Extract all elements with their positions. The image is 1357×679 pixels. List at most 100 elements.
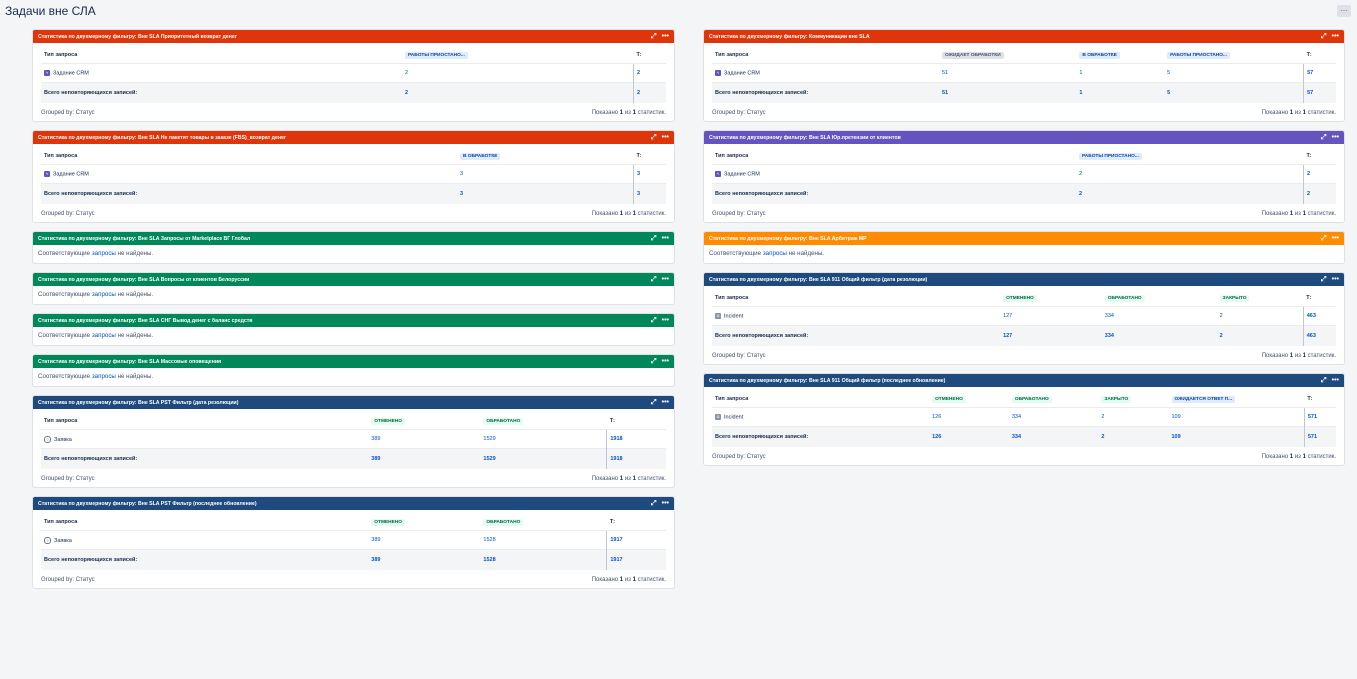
crm-icon: ϟ <box>715 69 721 76</box>
more-icon[interactable]: ••• <box>661 235 669 242</box>
expand-icon[interactable]: ⤢ <box>1321 33 1327 40</box>
cell-link[interactable]: 2 <box>1079 171 1083 177</box>
shown-count: Показано 1 из 1 статистик. <box>591 577 666 583</box>
cell-link[interactable]: 1528 <box>483 537 496 543</box>
expand-icon[interactable]: ⤢ <box>651 399 657 406</box>
expand-icon[interactable]: ⤢ <box>651 33 657 40</box>
expand-icon[interactable]: ⤢ <box>1321 377 1327 384</box>
total-cell-link[interactable]: 2 <box>405 90 409 96</box>
expand-icon[interactable]: ⤢ <box>651 235 657 242</box>
total-cell-link[interactable]: 5 <box>1167 90 1171 96</box>
cell-link[interactable]: 389 <box>371 537 381 543</box>
shown-count: Показано 1 из 1 статистик. <box>1261 110 1336 116</box>
total-cell-link[interactable]: 1528 <box>483 557 496 563</box>
row-total-link[interactable]: 2 <box>1307 171 1311 177</box>
status-lozenge: ОЖИДАЕТ ОБРАБОТКИ <box>941 51 1004 59</box>
requests-link[interactable]: запросы <box>91 332 116 339</box>
cell-link[interactable]: 51 <box>941 70 949 76</box>
expand-icon[interactable]: ⤢ <box>651 276 657 283</box>
row-total-link[interactable]: 57 <box>1307 70 1314 76</box>
expand-icon[interactable]: ⤢ <box>651 500 657 507</box>
total-cell-link[interactable]: 127 <box>1003 333 1013 339</box>
row-total-link[interactable]: 571 <box>1307 414 1318 420</box>
totals-label: Всего неповторяющихся записей: <box>712 325 1001 346</box>
expand-icon[interactable]: ⤢ <box>1321 235 1327 242</box>
cell-link[interactable]: 334 <box>1011 414 1022 420</box>
total-cell-link[interactable]: 389 <box>371 557 381 563</box>
more-icon[interactable]: ••• <box>1331 235 1339 242</box>
row-type: Задание CRM <box>53 171 89 178</box>
cell-link[interactable]: 5 <box>1167 70 1171 76</box>
cell-link[interactable]: 2 <box>405 70 409 76</box>
grand-total-link[interactable]: 57 <box>1307 90 1314 96</box>
more-icon[interactable]: ••• <box>1331 377 1339 384</box>
requests-link[interactable]: запросы <box>762 250 787 257</box>
grand-total-link[interactable]: 3 <box>637 191 641 197</box>
total-cell-link[interactable]: 334 <box>1011 434 1022 440</box>
more-icon[interactable]: ••• <box>1331 134 1339 141</box>
grand-total-link[interactable]: 2 <box>637 90 641 96</box>
shown-count: Показано 1 из 1 статистик. <box>591 476 666 482</box>
total-cell-link[interactable]: 51 <box>941 90 949 96</box>
page-menu-button[interactable]: ... <box>1337 5 1351 17</box>
total-cell-link[interactable]: 2 <box>1079 191 1083 197</box>
total-cell-link[interactable]: 126 <box>932 434 942 440</box>
total-cell-link[interactable]: 389 <box>371 456 381 462</box>
total-cell-link[interactable]: 109 <box>1171 434 1181 440</box>
table-row: ϟ Задание CRM 51 1 5 57 <box>712 63 1336 83</box>
more-icon[interactable]: ••• <box>661 134 669 141</box>
cell-link[interactable]: 126 <box>932 414 942 420</box>
total-cell-link[interactable]: 3 <box>460 191 464 197</box>
grand-total-link[interactable]: 2 <box>1307 191 1311 197</box>
requests-link[interactable]: запросы <box>91 250 116 257</box>
row-total-link[interactable]: 1918 <box>610 436 623 442</box>
row-total-link[interactable]: 2 <box>637 70 641 76</box>
table-row: ϟ Задание CRM 2 2 <box>41 63 666 83</box>
more-icon[interactable]: ••• <box>1331 276 1339 283</box>
more-icon[interactable]: ••• <box>661 276 669 283</box>
cell-link[interactable]: 127 <box>1003 313 1013 319</box>
status-lozenge: ОБРАБОТАНО <box>483 417 524 425</box>
grand-total-link[interactable]: 571 <box>1307 434 1318 440</box>
more-icon[interactable]: ••• <box>661 358 669 365</box>
status-lozenge: ОЖИДАЕТСЯ ОТВЕТ П... <box>1171 395 1236 403</box>
cell-link[interactable]: 109 <box>1171 414 1181 420</box>
expand-icon[interactable]: ⤢ <box>1321 276 1327 283</box>
more-icon[interactable]: ••• <box>1331 33 1339 40</box>
expand-icon[interactable]: ⤢ <box>651 317 657 324</box>
expand-icon[interactable]: ⤢ <box>651 358 657 365</box>
requests-link[interactable]: запросы <box>91 291 116 298</box>
total-cell-link[interactable]: 1529 <box>483 456 496 462</box>
expand-icon[interactable]: ⤢ <box>651 134 657 141</box>
more-icon[interactable]: ••• <box>661 500 669 507</box>
gadget-title: Статистика по двухмерному фильтру: Комму… <box>709 33 870 40</box>
row-total-link[interactable]: 1917 <box>610 537 623 543</box>
grand-total-link[interactable]: 1917 <box>610 557 623 563</box>
total-cell-link[interactable]: 334 <box>1104 333 1114 339</box>
col-total-header: Т: <box>1306 295 1312 301</box>
total-cell-link[interactable]: 2 <box>1219 333 1223 339</box>
grand-total-link[interactable]: 1918 <box>610 456 623 462</box>
col-total-header: Т: <box>636 153 642 159</box>
grand-total-link[interactable]: 463 <box>1306 333 1316 339</box>
total-cell-link[interactable]: 1 <box>1079 90 1083 96</box>
cell-link[interactable]: 1 <box>1079 70 1083 76</box>
cell-link[interactable]: 389 <box>371 436 381 442</box>
row-total-link[interactable]: 3 <box>637 171 641 177</box>
gadget-header: Статистика по двухмерному фильтру: Вне S… <box>33 314 674 327</box>
more-icon[interactable]: ••• <box>661 399 669 406</box>
totals-label: Всего неповторяющихся записей: <box>41 183 457 204</box>
cell-link[interactable]: 334 <box>1104 313 1114 319</box>
more-icon[interactable]: ••• <box>661 317 669 324</box>
cell-link[interactable]: 1529 <box>483 436 496 442</box>
gadget-title: Статистика по двухмерному фильтру: Вне S… <box>709 134 901 141</box>
more-icon[interactable]: ••• <box>661 33 669 40</box>
cell-link[interactable]: 3 <box>460 171 464 177</box>
requests-link[interactable]: запросы <box>91 373 116 380</box>
row-total-link[interactable]: 463 <box>1306 313 1316 319</box>
cell-link[interactable]: 2 <box>1101 414 1105 420</box>
cell-link[interactable]: 2 <box>1219 313 1223 319</box>
shown-count: Показано 1 из 1 статистик. <box>1261 353 1336 359</box>
expand-icon[interactable]: ⤢ <box>1321 134 1327 141</box>
total-cell-link[interactable]: 2 <box>1101 434 1105 440</box>
